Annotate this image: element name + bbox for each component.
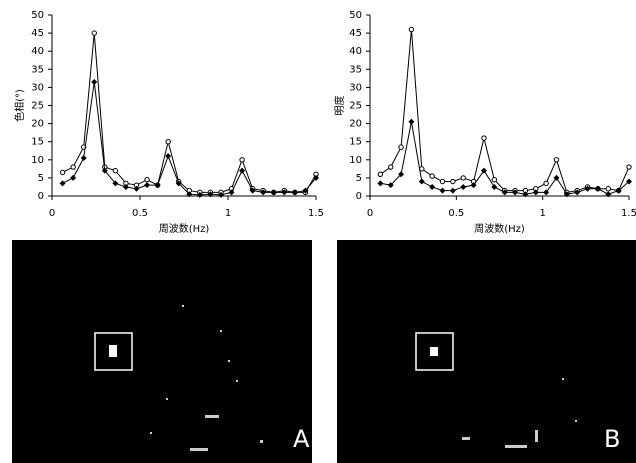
point [419, 179, 425, 185]
series-line [380, 122, 629, 194]
panel-label: B [604, 425, 620, 453]
point [155, 182, 161, 188]
x-tick-label: 1 [539, 208, 545, 219]
point [544, 181, 548, 185]
x-tick-label: 0.5 [448, 208, 464, 219]
x-axis-label: 周波数(Hz) [474, 222, 525, 235]
y-axis-label: 明度 [333, 96, 346, 116]
point [595, 186, 601, 192]
point [429, 184, 435, 190]
point [460, 184, 466, 190]
point [606, 187, 610, 191]
point [482, 136, 486, 140]
point [239, 168, 245, 174]
y-tick-label: 5 [356, 173, 362, 184]
image-panel: B [337, 240, 636, 463]
point [92, 31, 96, 35]
y-tick-label: 50 [349, 10, 362, 21]
point [60, 170, 64, 174]
y-tick-label: 30 [31, 82, 44, 93]
x-tick-label: 0.5 [132, 208, 148, 219]
y-tick-label: 5 [38, 173, 44, 184]
y-tick-label: 20 [31, 119, 44, 130]
point [399, 145, 403, 149]
x-tick-label: 0 [367, 208, 373, 219]
point [271, 189, 277, 195]
roi-spot [109, 345, 117, 357]
x-tick-label: 1.5 [308, 208, 324, 219]
point [430, 174, 434, 178]
chart: 0 5 10 15 20 25 30 35 40 45 50 0 0.5 1 1.5 周波数(Hz) 色相(°) [13, 10, 324, 235]
x-tick-label: 0 [49, 208, 55, 219]
image-background [12, 240, 312, 463]
point [627, 165, 631, 169]
point [554, 158, 558, 162]
point [451, 179, 455, 183]
point [166, 140, 170, 144]
point [145, 178, 149, 182]
y-tick-label: 25 [31, 101, 44, 112]
point [461, 176, 465, 180]
panel-label: A [293, 425, 310, 453]
point [60, 180, 66, 186]
series-line [63, 82, 316, 195]
point [113, 168, 117, 172]
image-background [337, 240, 636, 463]
series-line [380, 29, 629, 192]
y-tick-label: 50 [31, 10, 44, 21]
y-tick-label: 0 [38, 191, 44, 202]
y-tick-label: 45 [31, 28, 44, 39]
y-axis-label: 色相(°) [13, 89, 26, 122]
x-axis-label: 周波数(Hz) [159, 222, 210, 235]
point [492, 178, 496, 182]
point [81, 155, 87, 161]
point [491, 184, 497, 190]
point [450, 188, 456, 194]
y-tick-label: 15 [31, 137, 44, 148]
point [71, 165, 75, 169]
y-tick-label: 35 [349, 64, 362, 75]
y-tick-label: 15 [349, 137, 362, 148]
point [440, 179, 444, 183]
y-tick-label: 40 [31, 46, 44, 57]
y-tick-label: 0 [356, 191, 362, 202]
y-tick-label: 10 [349, 155, 362, 166]
point [377, 180, 383, 186]
figure: A B 0510152025303540455000.511.5周波数(Hz)色… [0, 0, 636, 463]
x-tick-label: 1.5 [621, 208, 636, 219]
point [292, 189, 298, 195]
chart: 0 5 10 15 20 25 30 35 40 45 50 0 0.5 1 1.5 周波数(Hz) 明度 [333, 10, 636, 235]
y-tick-label: 25 [349, 101, 362, 112]
y-tick-label: 10 [31, 155, 44, 166]
image-panel: A [12, 240, 312, 463]
point [440, 188, 446, 194]
point [408, 119, 414, 125]
series-line [63, 33, 316, 192]
point [165, 153, 171, 159]
y-tick-label: 20 [349, 119, 362, 130]
point [144, 182, 150, 188]
point [378, 172, 382, 176]
y-tick-label: 30 [349, 82, 362, 93]
roi-spot [430, 347, 438, 356]
point [91, 79, 97, 85]
point [409, 27, 413, 31]
y-tick-label: 35 [31, 64, 44, 75]
point [389, 165, 393, 169]
point [70, 175, 76, 181]
y-tick-label: 45 [349, 28, 362, 39]
y-tick-label: 40 [349, 46, 362, 57]
point [240, 158, 244, 162]
x-tick-label: 1 [225, 208, 231, 219]
